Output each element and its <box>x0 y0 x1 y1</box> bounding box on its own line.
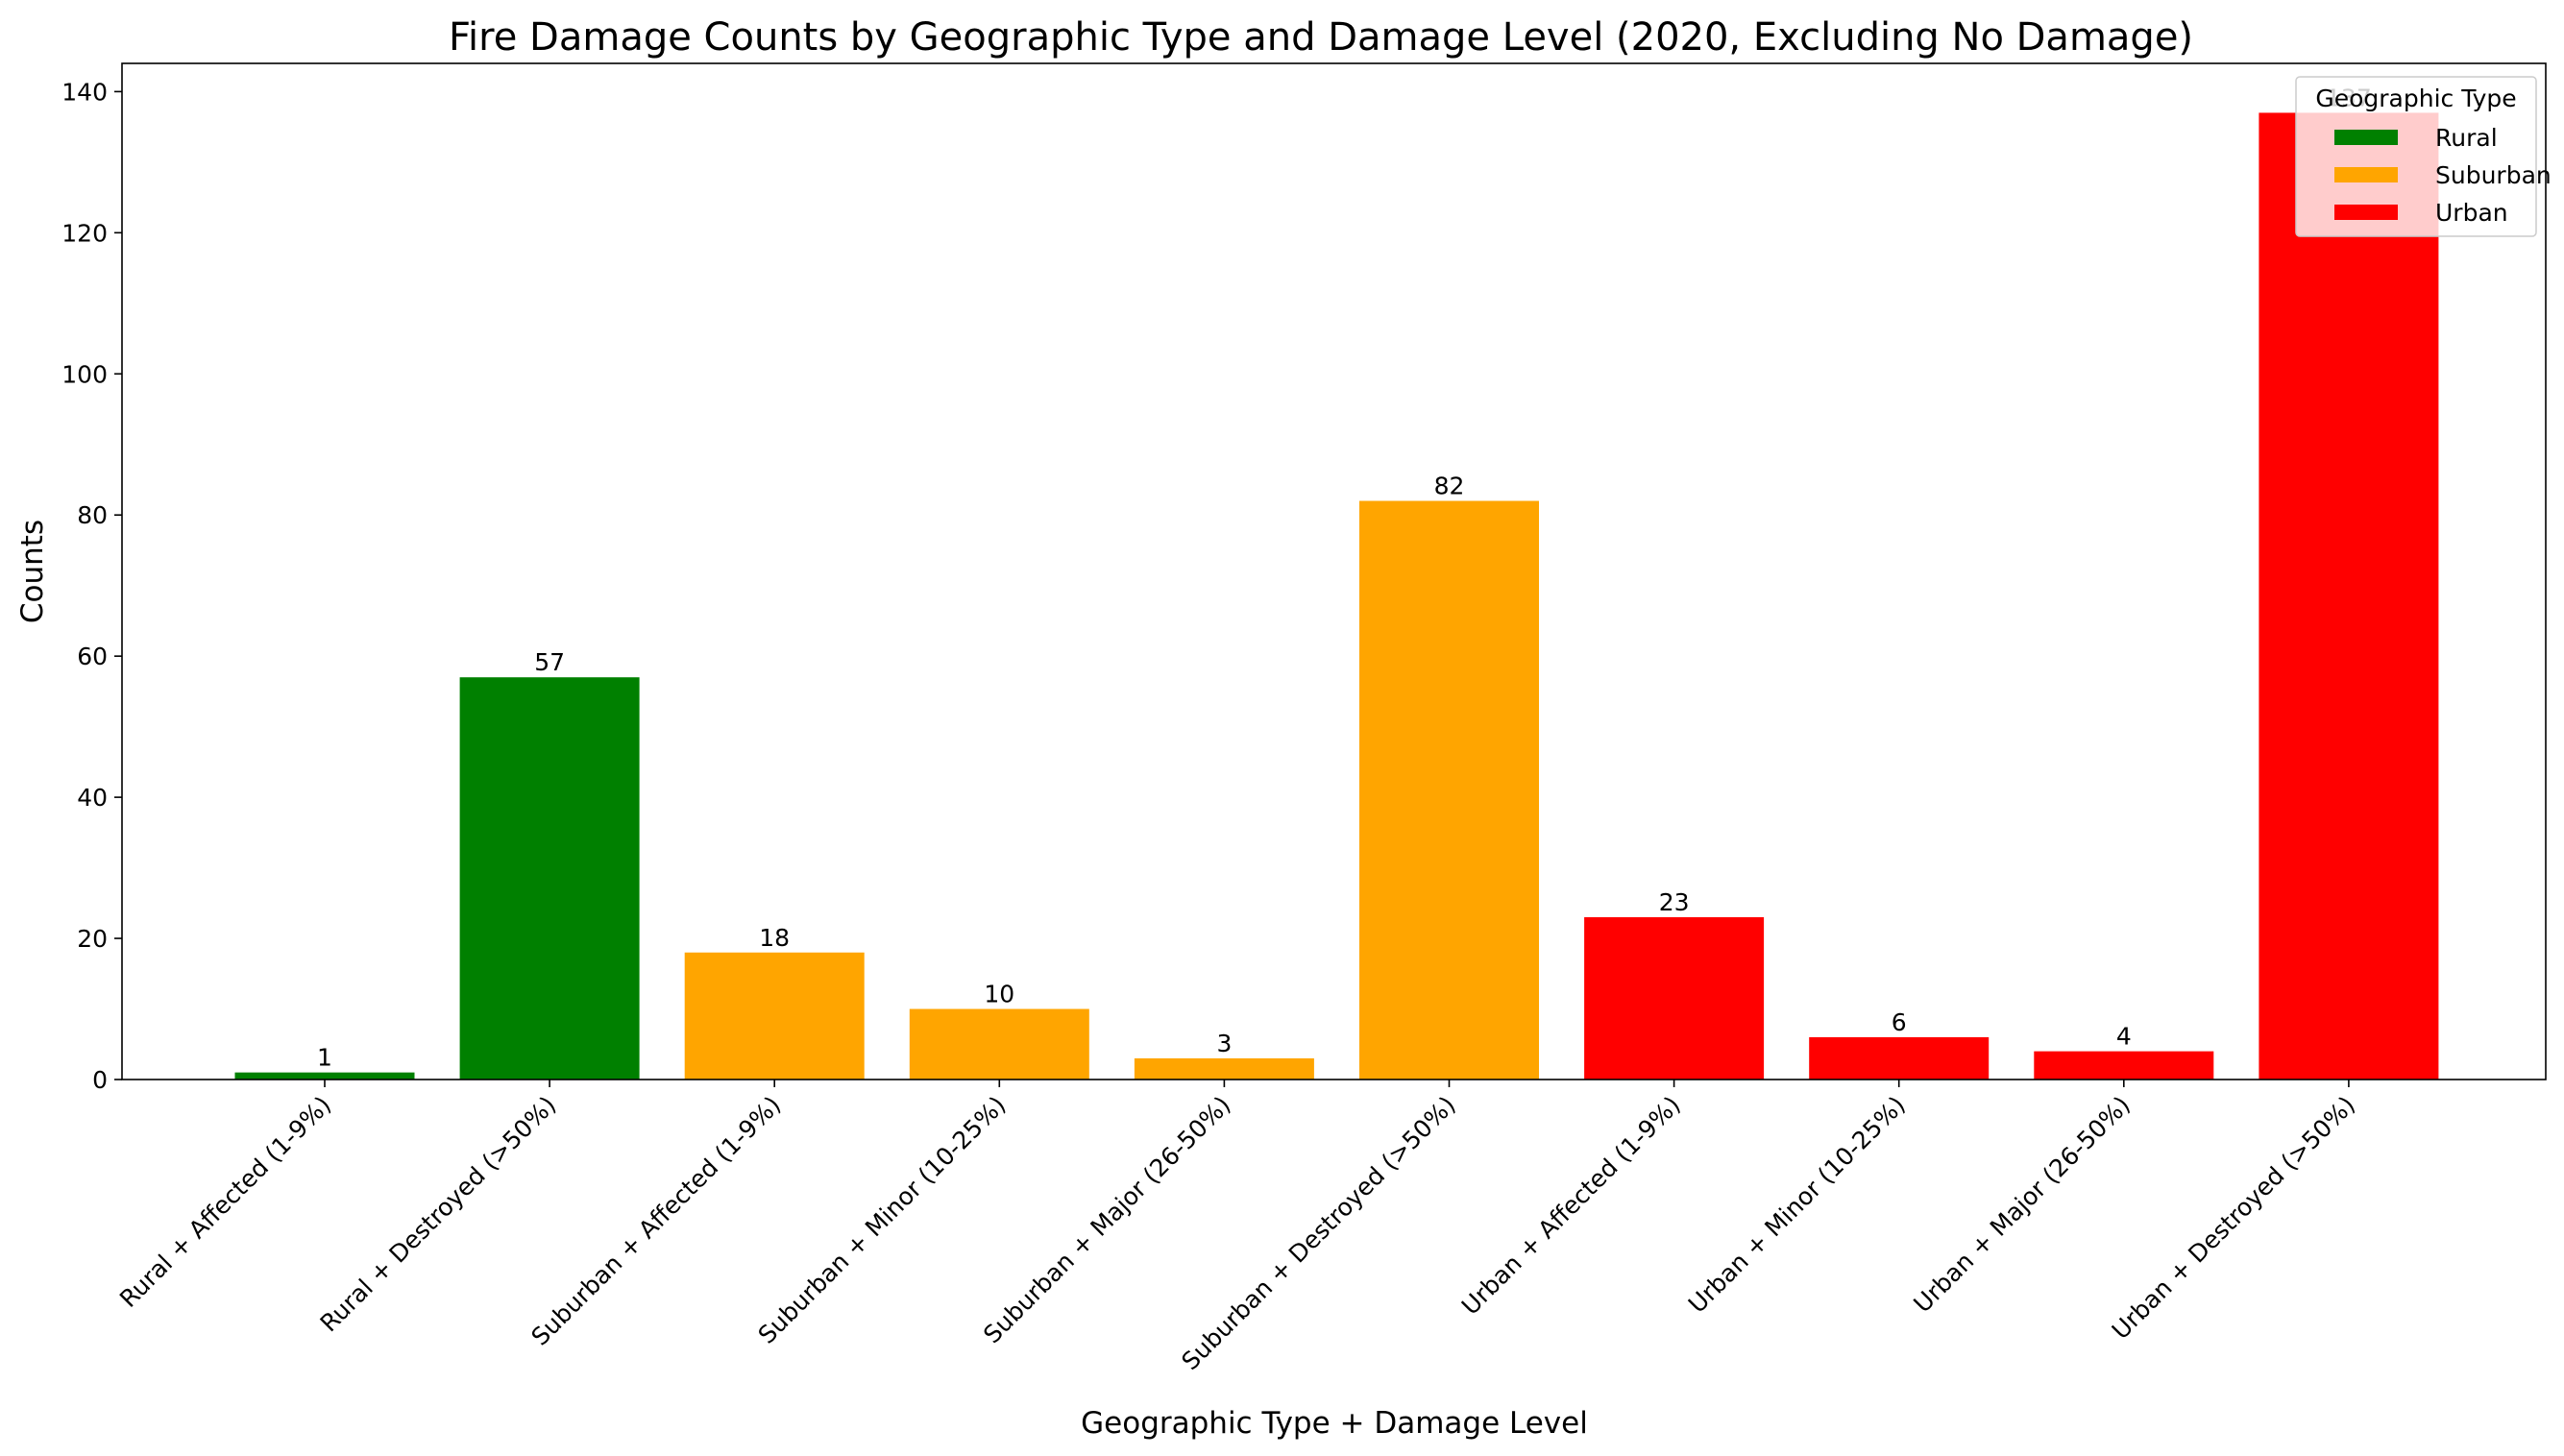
bar-8 <box>2034 1051 2214 1080</box>
plot-frame <box>121 62 2547 1080</box>
x-tick-label-9: Urban + Destroyed (>50%) <box>2107 1091 2360 1345</box>
y-tick-label-4: 80 <box>77 501 108 529</box>
value-label-6: 23 <box>1659 888 1690 916</box>
bar-7 <box>1809 1036 1990 1080</box>
legend-swatch-rural <box>2334 130 2398 145</box>
bar-2 <box>684 952 865 1080</box>
x-tick-label-7: Urban + Minor (10-25%) <box>1683 1091 1911 1319</box>
y-axis-label: Counts <box>15 520 50 623</box>
value-label-4: 3 <box>1216 1030 1232 1057</box>
value-label-5: 82 <box>1434 473 1465 500</box>
bar-1 <box>459 677 640 1080</box>
bars-layer <box>234 112 2439 1080</box>
legend-label-urban: Urban <box>2435 199 2508 227</box>
value-label-7: 6 <box>1892 1008 1907 1036</box>
x-tick-label-0: Rural + Affected (1-9%) <box>114 1091 336 1313</box>
legend-label-rural: Rural <box>2435 124 2498 152</box>
y-tick-label-0: 0 <box>92 1066 108 1094</box>
value-label-8: 4 <box>2116 1023 2132 1051</box>
x-tick-label-3: Suburban + Minor (10-25%) <box>753 1091 1012 1349</box>
legend-label-suburban: Suburban <box>2435 161 2552 189</box>
y-tick-label-2: 40 <box>77 784 108 812</box>
x-tick-label-2: Suburban + Affected (1-9%) <box>526 1091 787 1351</box>
bar-4 <box>1134 1057 1314 1080</box>
x-tick-label-1: Rural + Destroyed (>50%) <box>315 1091 562 1338</box>
legend-box <box>2295 76 2537 237</box>
x-tick-label-6: Urban + Affected (1-9%) <box>1456 1091 1686 1321</box>
legend-swatch-urban <box>2334 205 2398 220</box>
bar-3 <box>909 1008 1089 1080</box>
x-axis: Rural + Affected (1-9%)Rural + Destroyed… <box>114 1080 2360 1375</box>
legend-swatch-suburban <box>2334 167 2398 182</box>
legend-title: Geographic Type <box>2315 85 2516 112</box>
bar-9 <box>2259 112 2439 1080</box>
value-label-1: 57 <box>534 648 565 676</box>
x-axis-label: Geographic Type + Damage Level <box>1081 1406 1588 1441</box>
y-tick-label-5: 100 <box>61 360 108 388</box>
chart-title: Fire Damage Counts by Geographic Type an… <box>449 15 2193 60</box>
legend: Geographic Type Rural Suburban Urban <box>2295 76 2552 237</box>
y-tick-label-7: 140 <box>61 78 108 106</box>
value-label-0: 1 <box>317 1044 332 1072</box>
x-tick-label-5: Suburban + Destroyed (>50%) <box>1176 1091 1460 1375</box>
value-label-2: 18 <box>759 924 790 952</box>
legend-entries: Rural Suburban Urban <box>2334 124 2552 227</box>
bar-0 <box>234 1072 415 1080</box>
x-tick-label-8: Urban + Major (26-50%) <box>1908 1091 2136 1319</box>
bar-6 <box>1584 917 1765 1080</box>
bar-5 <box>1359 500 1539 1080</box>
y-tick-label-6: 120 <box>61 219 108 247</box>
y-tick-label-3: 60 <box>77 643 108 670</box>
y-axis: 0 20 40 60 80 100 120 140 <box>61 78 122 1094</box>
value-label-3: 10 <box>984 981 1014 1008</box>
x-tick-label-4: Suburban + Major (26-50%) <box>978 1091 1236 1349</box>
y-tick-label-1: 20 <box>77 925 108 953</box>
